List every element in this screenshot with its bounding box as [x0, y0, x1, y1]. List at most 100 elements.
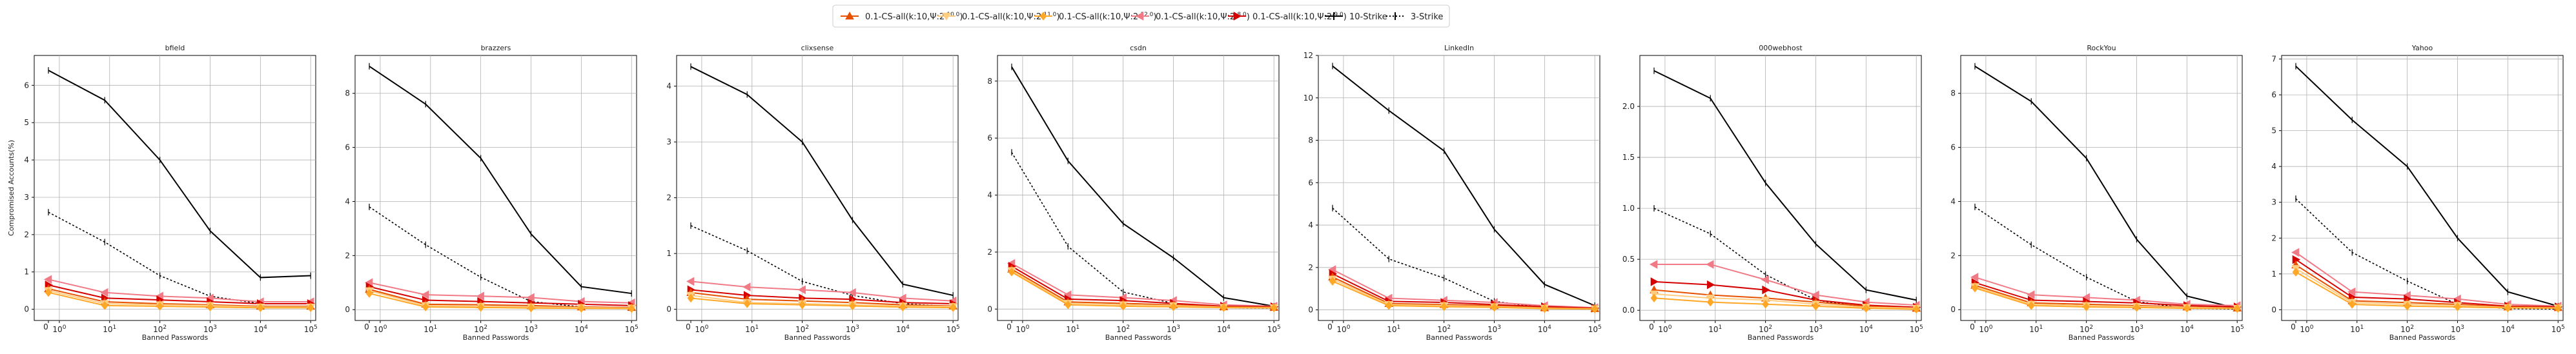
x-tick-label: 101	[1387, 324, 1400, 334]
series-line	[2295, 271, 2559, 310]
x-tick-label: 102	[474, 324, 487, 334]
y-tick-label: 2.0	[1622, 102, 1635, 111]
data-point	[2027, 301, 2035, 310]
data-point	[949, 303, 957, 312]
data-point	[1591, 304, 1599, 314]
y-tick-label: 8	[345, 89, 350, 98]
series-line	[690, 225, 954, 308]
series-line	[1974, 286, 2238, 310]
x-tick-label: 101	[745, 324, 759, 334]
x-tick-label: 105	[625, 324, 639, 334]
data-point	[687, 293, 695, 303]
legend-marker	[1135, 12, 1144, 21]
data-point	[1812, 302, 1819, 311]
x-tick-label: 105	[2231, 324, 2244, 334]
data-point	[422, 302, 429, 311]
y-tick-label: 6	[1950, 143, 1956, 152]
data-point	[1706, 260, 1714, 269]
data-point	[1650, 293, 1658, 303]
data-point	[101, 301, 108, 310]
data-point	[2292, 268, 2300, 277]
x-tick-label: 0	[1649, 322, 1654, 331]
series-line	[690, 66, 954, 297]
legend-item: 0.1-CS-all(k:10,Ψ:2-8.0)	[1131, 12, 1250, 22]
data-point	[1762, 299, 1770, 309]
plot-area	[354, 55, 637, 321]
data-point	[1491, 302, 1498, 312]
x-tick-label: 104	[1538, 324, 1551, 334]
legend: 0.1-CS-all(k:10,Ψ:2-10.0)0.1-CS-all(k:10…	[832, 5, 1450, 28]
x-tick-label: 100	[1979, 324, 1992, 334]
panel-title: csdn	[1130, 44, 1147, 52]
series	[690, 63, 954, 299]
data-point	[1706, 297, 1714, 307]
series-line	[690, 297, 954, 309]
data-point	[849, 301, 856, 311]
data-point	[742, 282, 751, 291]
data-point	[1329, 277, 1336, 286]
y-tick-label: 0	[666, 305, 671, 314]
legend-marker	[942, 12, 951, 21]
data-point	[2133, 303, 2140, 312]
data-point	[100, 288, 108, 297]
series-line	[690, 289, 954, 305]
data-point	[421, 290, 429, 300]
x-tick-label: 105	[1588, 324, 1602, 334]
data-point	[476, 291, 484, 301]
data-point	[2404, 301, 2411, 311]
x-tick-label: 101	[2029, 324, 2043, 334]
y-tick-label: 6	[2271, 90, 2276, 99]
data-point	[1008, 268, 1016, 277]
data-point	[365, 289, 373, 298]
x-tick-label: 103	[1809, 324, 1823, 334]
x-tick-label: 101	[2350, 324, 2364, 334]
x-axis-label: Banned Passwords	[2069, 333, 2135, 342]
x-tick-label: 105	[304, 324, 318, 334]
panel: 0 1 2 3 4 100 101 102 103 104 105 0 clixsense Banned …	[666, 44, 959, 342]
series-line	[369, 293, 632, 310]
legend-marker	[845, 11, 854, 20]
series-line	[690, 280, 954, 302]
x-tick-label: 0	[1327, 322, 1333, 331]
series-line	[690, 291, 954, 307]
x-tick-label: 100	[1658, 324, 1671, 334]
x-tick-label: 0	[43, 322, 48, 331]
series	[687, 293, 957, 312]
data-point	[797, 285, 806, 295]
y-tick-label: 0.0	[1622, 306, 1635, 315]
panel: 0 2 4 6 8 100 101 102 103 104 105 0 RockYou Banned Pa…	[1950, 44, 2244, 342]
series-line	[1332, 273, 1595, 309]
series-line	[1653, 280, 1917, 308]
series-line	[1974, 65, 2238, 310]
data-point	[2027, 290, 2035, 300]
panel: 0.0 0.5 1.0 1.5 2.0 100 101 102 103 104 105 0 000web…	[1622, 44, 1923, 342]
data-point	[686, 277, 695, 286]
x-tick-label: 102	[1116, 324, 1130, 334]
y-tick-label: 4	[666, 82, 671, 91]
data-point	[1119, 302, 1127, 311]
data-point	[1540, 304, 1548, 313]
x-tick-label: 0	[2291, 322, 2296, 331]
data-point	[628, 304, 635, 313]
x-tick-label: 104	[896, 324, 910, 334]
data-point	[2348, 300, 2356, 309]
data-point	[1170, 302, 1177, 311]
data-point	[743, 299, 751, 308]
series-line	[2295, 251, 2559, 307]
x-tick-label: 104	[1217, 324, 1231, 334]
series	[2292, 268, 2562, 313]
x-tick-label: 100	[373, 324, 387, 334]
panel: 0 2 4 6 8 10 12 100 101 102 103 104 105 0 LinkedIn Bann…	[1303, 44, 1602, 342]
x-axis-label: Banned Passwords	[1426, 333, 1493, 342]
panel-title: Yahoo	[2411, 44, 2433, 52]
x-tick-label: 101	[424, 324, 437, 334]
y-tick-label: 3	[666, 137, 671, 146]
y-tick-label: 3	[2271, 198, 2276, 207]
series-line	[690, 295, 954, 308]
series-line	[2295, 264, 2559, 309]
y-tick-label: 5	[24, 118, 29, 127]
series-line	[1332, 65, 1595, 306]
x-tick-label: 0	[1007, 322, 1012, 331]
y-tick-label: 2	[345, 251, 350, 260]
